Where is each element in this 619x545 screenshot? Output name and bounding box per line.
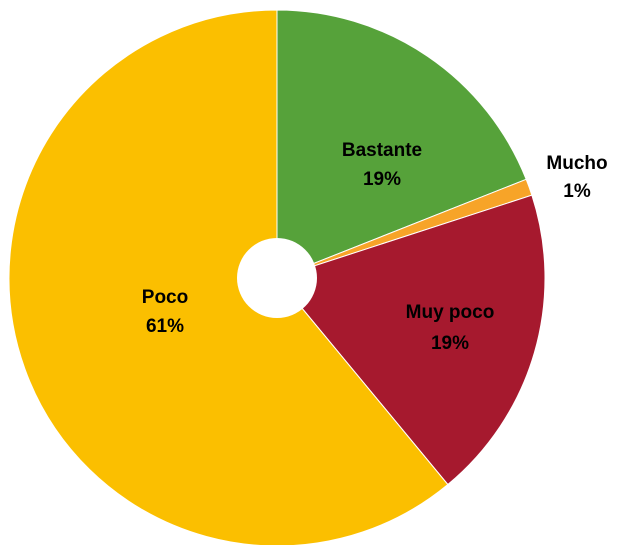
slice-label-mucho-name: Mucho xyxy=(546,153,607,174)
slice-label-muy-poco-name: Muy poco xyxy=(406,302,495,323)
slice-label-muy-poco-value: 19% xyxy=(431,333,469,354)
slice-label-mucho-value: 1% xyxy=(563,181,591,202)
slice-label-bastante-name: Bastante xyxy=(342,140,422,161)
slices-group xyxy=(8,9,546,545)
slice-label-poco-value: 61% xyxy=(146,316,184,337)
pie-slice-muy-poco xyxy=(276,194,546,486)
slice-label-poco-name: Poco xyxy=(142,287,188,308)
pie-slice-poco xyxy=(8,9,449,545)
slice-label-bastante-value: 19% xyxy=(363,169,401,190)
donut-hole xyxy=(237,238,317,318)
pie-slice-bastante xyxy=(276,9,527,279)
